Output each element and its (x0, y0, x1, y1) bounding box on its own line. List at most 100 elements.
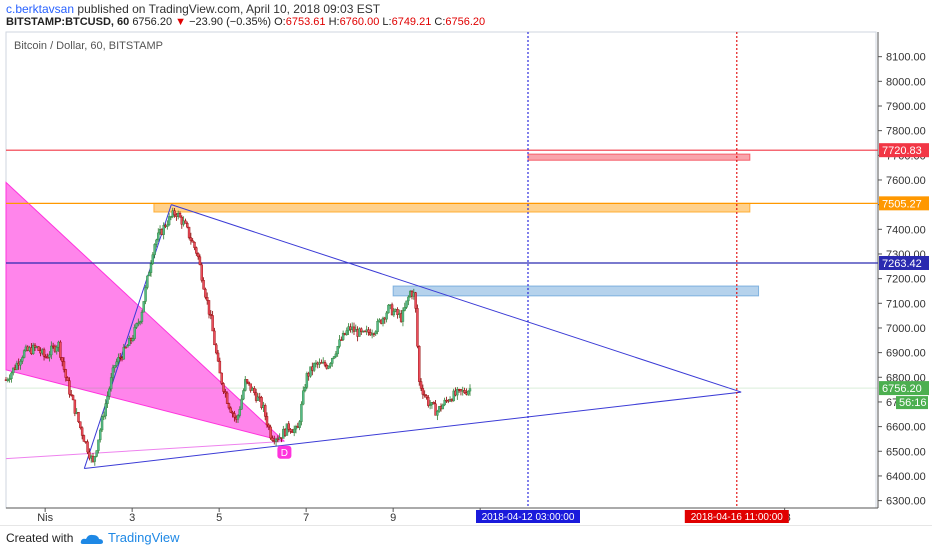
candle-body (249, 383, 252, 391)
high-label: H: (328, 16, 340, 28)
pattern-point-label: D (281, 448, 288, 459)
candle-body (104, 403, 107, 417)
candle-body (305, 373, 309, 388)
x-tick-label: 7 (303, 512, 309, 524)
candle-body (390, 304, 394, 316)
created-with-text: Created with (6, 531, 74, 545)
candle-body (195, 247, 198, 254)
candle-body (244, 379, 247, 391)
candle-body (336, 346, 339, 355)
candle-body (256, 396, 260, 401)
candle-body (352, 326, 356, 332)
candle-body (31, 344, 35, 354)
low-value: 6749.21 (391, 16, 432, 28)
candle-body (285, 423, 289, 436)
candle-body (55, 347, 58, 352)
y-tick-label: 6600.00 (886, 422, 926, 434)
ohlc-line: BITSTAMP:BTCUSD, 60 6756.20 ▼ −23.90 (−0… (6, 16, 485, 28)
candle-body (292, 428, 296, 433)
candle-body (37, 346, 40, 351)
candle-body (468, 388, 472, 392)
candle-body (452, 390, 455, 402)
candle-body (73, 399, 77, 414)
candle-body (403, 307, 406, 311)
candle-body (220, 372, 223, 384)
published-text: published on TradingView.com, April 10, … (77, 2, 381, 16)
candle-body (33, 344, 37, 348)
candle-body (341, 332, 345, 340)
date-badge (684, 510, 789, 523)
candle-body (6, 379, 10, 381)
candle-body (302, 390, 305, 405)
candle-body (231, 412, 234, 414)
price-zone (153, 202, 751, 213)
y-tick-label: 6400.00 (886, 471, 926, 483)
candle-body (93, 456, 97, 462)
x-tick-label: Nis (37, 512, 53, 524)
candle-body (236, 415, 240, 420)
candle-body (48, 354, 51, 358)
candle-body (142, 301, 145, 313)
y-tick-label: 8100.00 (886, 52, 926, 64)
x-tick-label: 3 (129, 512, 135, 524)
candle-body (329, 363, 332, 367)
candle-body (376, 321, 379, 332)
y-tick-label: 7900.00 (886, 101, 926, 113)
candle-body (303, 387, 307, 391)
open-value: 6753.61 (285, 16, 326, 28)
candle-body (269, 426, 272, 439)
candle-body (233, 413, 236, 418)
candle-body (138, 321, 142, 324)
candle-body (381, 317, 385, 324)
candle-body (407, 296, 410, 302)
countdown-label: 56:16 (899, 397, 927, 409)
candle-body (131, 338, 135, 341)
y-tick-label: 6900.00 (886, 348, 926, 360)
candle-body (191, 240, 194, 243)
candle-body (401, 310, 405, 322)
candle-body (155, 239, 158, 245)
author-link[interactable]: c.berktavsan (6, 2, 75, 16)
candle-body (42, 349, 46, 357)
candle-body (300, 403, 303, 422)
candle-body (229, 407, 232, 413)
candle-body (59, 341, 62, 358)
candle-body (253, 388, 256, 393)
chart-title: Bitcoin / Dollar, 60, BITSTAMP (14, 40, 163, 52)
candle-body (419, 381, 423, 389)
candle-body (358, 328, 361, 337)
candle-body (309, 366, 312, 377)
candle-body (428, 404, 432, 406)
candle-body (79, 421, 82, 428)
candle-body (44, 356, 48, 358)
x-tick-label: 5 (216, 512, 222, 524)
candle-body (227, 403, 231, 409)
price-chart[interactable]: 6300.006400.006500.006600.006700.006800.… (0, 0, 932, 525)
candle-body (289, 429, 292, 432)
candle-body (211, 315, 214, 332)
trend-line (171, 204, 742, 393)
trend-line (83, 204, 172, 469)
candle-body (64, 369, 68, 378)
price-level-badge (879, 196, 929, 211)
candle-body (200, 264, 203, 281)
candle-body (8, 378, 11, 380)
candle-body (405, 300, 408, 308)
candle-body (62, 361, 66, 370)
candle-body (95, 450, 98, 457)
y-tick-label: 6500.00 (886, 446, 926, 458)
candle-body (71, 395, 75, 401)
y-tick-label: 7600.00 (886, 175, 926, 187)
candle-body (332, 356, 336, 359)
candle-body (334, 353, 338, 357)
tradingview-brand[interactable]: TradingView (108, 530, 180, 545)
candle-body (106, 395, 109, 404)
price-level-label: 7720.83 (882, 145, 922, 157)
candle-body (196, 253, 200, 258)
candle-body (15, 362, 19, 370)
candle-body (10, 372, 13, 379)
candle-body (298, 421, 301, 428)
candle-body (77, 412, 80, 422)
candle-body (265, 416, 269, 426)
candle-body (224, 391, 227, 394)
